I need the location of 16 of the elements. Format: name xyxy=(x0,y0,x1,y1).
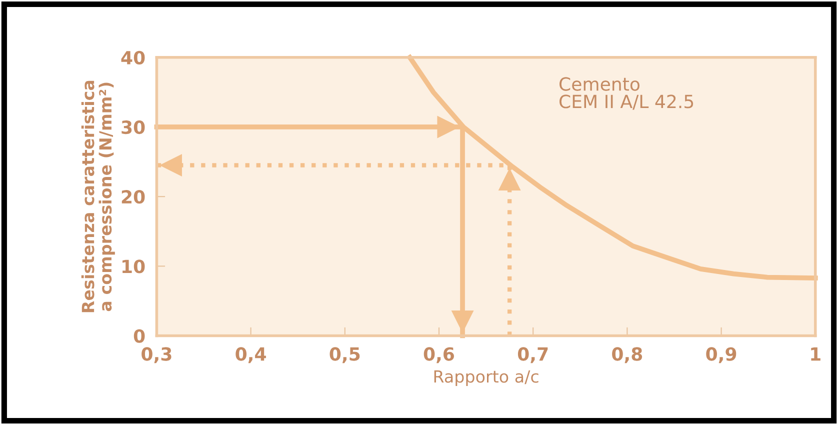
y-axis-title: Resistenza caratteristica a compressione (N/mm²) xyxy=(81,80,115,312)
x-tick-label: 0,3 xyxy=(142,347,172,364)
x-tick-label: 0,5 xyxy=(330,347,360,364)
x-axis-title: Rapporto a/c xyxy=(434,370,538,386)
x-tick-label: 0,9 xyxy=(706,347,736,364)
annotation: Cemento CEM II A/L 42.5 xyxy=(560,77,694,110)
y-tick-label: 20 xyxy=(122,190,145,204)
x-tick-label: 0,4 xyxy=(236,347,266,364)
y-tick-label: 40 xyxy=(121,50,145,64)
x-tick-label: 0,8 xyxy=(612,347,642,364)
x-tick-label: 0,7 xyxy=(518,347,548,364)
y-tick-label: 30 xyxy=(122,120,145,134)
y-tick-label: 0 xyxy=(134,329,145,343)
x-tick-label: 0,6 xyxy=(424,347,454,364)
x-tick-label: 1 xyxy=(811,347,820,361)
y-tick-label: 10 xyxy=(122,260,145,274)
